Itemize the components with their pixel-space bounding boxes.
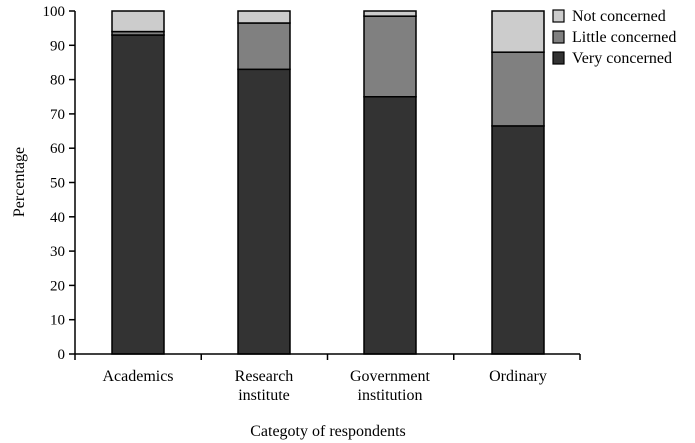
y-tick-label: 40 bbox=[50, 210, 65, 226]
y-tick-label: 10 bbox=[50, 313, 65, 329]
y-tick-label: 90 bbox=[50, 38, 65, 54]
bars-layer bbox=[111, 10, 545, 355]
bar-segment-not-concerned bbox=[237, 10, 291, 24]
y-tick-label: 70 bbox=[50, 107, 65, 123]
y-tick-label: 30 bbox=[50, 244, 65, 260]
bar-segment-little-concerned bbox=[491, 51, 545, 127]
x-category-label: Academics bbox=[102, 368, 173, 385]
x-category-label-line: Government bbox=[350, 368, 431, 385]
y-axis-title: Percentage bbox=[11, 147, 28, 217]
legend-label: Very concerned bbox=[572, 50, 672, 67]
y-tick-label: 80 bbox=[50, 73, 65, 89]
bar-segment-not-concerned bbox=[111, 10, 165, 33]
legend-label: Not concerned bbox=[572, 8, 666, 25]
x-category-label: Research institute bbox=[235, 368, 294, 404]
bar-segment-very-concerned bbox=[111, 34, 165, 355]
y-tick-label: 100 bbox=[43, 4, 66, 20]
legend-swatch bbox=[552, 9, 565, 23]
x-axis-title: Categoty of respondents bbox=[250, 423, 406, 440]
x-category-label-line: Academics bbox=[102, 368, 173, 385]
bar-segment-not-concerned bbox=[491, 10, 545, 53]
legend: Not concerned Little concerned Very concer… bbox=[552, 8, 676, 67]
x-ticks: Academics Research institute Government inst… bbox=[74, 354, 581, 404]
legend-label: Little concerned bbox=[572, 29, 676, 46]
bar-segment-not-concerned bbox=[363, 10, 417, 17]
legend-swatch bbox=[552, 30, 565, 44]
bar-segment-very-concerned bbox=[363, 96, 417, 355]
x-category-label-line: Research bbox=[235, 368, 294, 385]
bar-segment-little-concerned bbox=[363, 15, 417, 98]
legend-swatch bbox=[552, 51, 565, 65]
y-tick-label: 60 bbox=[50, 141, 65, 157]
y-tick-label: 20 bbox=[50, 278, 65, 294]
x-category-label-line: Ordinary bbox=[489, 368, 547, 385]
x-category-label: Ordinary bbox=[489, 368, 547, 385]
bar-segment-very-concerned bbox=[237, 68, 291, 355]
x-category-label: Government institution bbox=[350, 368, 431, 404]
y-tick-label: 0 bbox=[58, 347, 66, 363]
y-ticks: 0 10 20 30 40 50 60 70 80 90 100 bbox=[43, 4, 75, 363]
x-category-label-line: institution bbox=[358, 387, 423, 404]
bar-segment-little-concerned bbox=[237, 22, 291, 71]
x-category-label-line: institute bbox=[238, 387, 290, 404]
bar-segment-very-concerned bbox=[491, 125, 545, 355]
y-tick-label: 50 bbox=[50, 176, 65, 192]
